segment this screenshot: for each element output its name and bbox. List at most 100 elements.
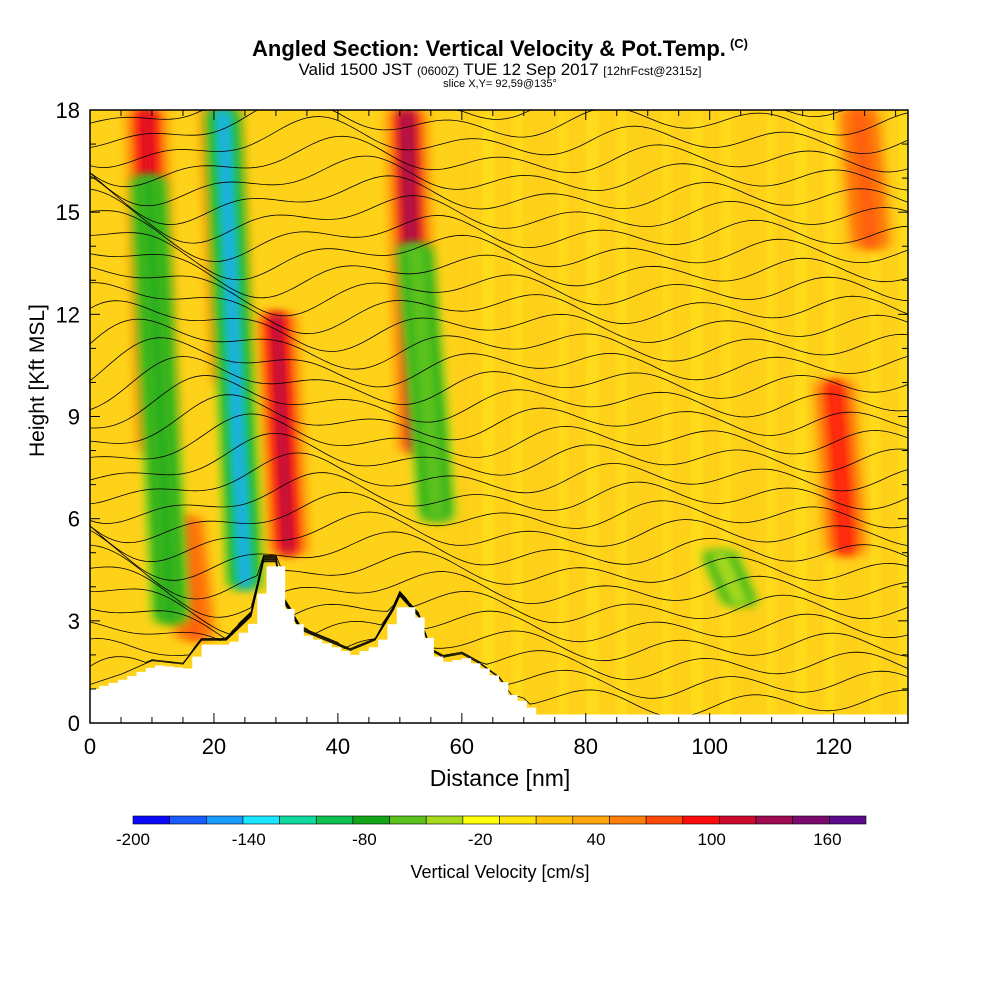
background-band bbox=[774, 110, 781, 723]
background-band bbox=[485, 110, 492, 723]
downdraft-mark bbox=[144, 178, 176, 621]
colorbar-swatch bbox=[535, 815, 574, 825]
terrain-strip bbox=[536, 714, 908, 723]
y-tick-label: 6 bbox=[68, 507, 80, 532]
background-band bbox=[461, 110, 468, 723]
x-tick-label: 60 bbox=[450, 734, 474, 759]
isentrope-line bbox=[90, 558, 908, 662]
colorbar-swatch bbox=[242, 815, 280, 825]
background-band bbox=[613, 110, 620, 723]
x-tick-label: 120 bbox=[815, 734, 852, 759]
background-band bbox=[641, 110, 648, 723]
colorbar-swatch bbox=[682, 815, 720, 825]
colorbar-swatch bbox=[499, 815, 537, 825]
colorbar-tick-label: -20 bbox=[468, 830, 493, 849]
isentrope-line bbox=[90, 472, 908, 524]
background-band bbox=[565, 110, 572, 723]
colorbar-swatch bbox=[719, 815, 757, 825]
title-suffix: (C) bbox=[729, 36, 748, 51]
isentrope-line bbox=[90, 110, 908, 124]
isentrope-line bbox=[90, 452, 908, 505]
terrain-mask bbox=[90, 566, 918, 723]
isentrope-line bbox=[90, 394, 908, 444]
background-band bbox=[665, 110, 672, 723]
background-band bbox=[873, 110, 880, 723]
isentrope-line bbox=[90, 337, 908, 388]
colorbar-swatch bbox=[462, 815, 500, 825]
y-tick-label: 15 bbox=[56, 200, 80, 225]
isentrope-line bbox=[90, 556, 908, 636]
isentrope-line bbox=[90, 210, 908, 262]
background-band bbox=[693, 110, 700, 723]
colorbar-swatch bbox=[645, 815, 684, 825]
y-axis-label: Height [Kft MSL] bbox=[26, 304, 49, 457]
x-tick-label: 0 bbox=[84, 734, 96, 759]
colorbar-swatch bbox=[352, 815, 390, 825]
colorbar-swatch bbox=[755, 815, 793, 825]
x-tick-label: 80 bbox=[574, 734, 598, 759]
colorbar-swatch bbox=[609, 815, 647, 825]
background-band bbox=[670, 110, 677, 723]
colorbar-tick-label: 40 bbox=[586, 830, 605, 849]
background-band bbox=[537, 110, 544, 723]
isentrope-line bbox=[90, 375, 908, 429]
colorbar-tick-label: -140 bbox=[232, 830, 266, 849]
colorbar-tick-label: -200 bbox=[116, 830, 150, 849]
background-band bbox=[617, 110, 624, 723]
updraft-mark bbox=[854, 110, 875, 247]
isentrope-line bbox=[90, 253, 908, 299]
isentrope-line bbox=[90, 232, 908, 281]
colorbar-tick-label: -80 bbox=[352, 830, 377, 849]
downdraft-mark bbox=[218, 110, 250, 587]
background-band bbox=[717, 110, 724, 723]
isentrope-line bbox=[90, 511, 908, 563]
colorbar-tick-label: 100 bbox=[697, 830, 725, 849]
y-tick-label: 18 bbox=[56, 98, 80, 123]
chart-subtitle: Valid 1500 JST (0600Z) TUE 12 Sep 2017 [… bbox=[298, 60, 702, 79]
updraft-mark bbox=[272, 314, 293, 553]
background-band bbox=[878, 110, 885, 723]
isentrope-line bbox=[90, 155, 908, 207]
valid-utc: (0600Z) bbox=[416, 64, 459, 78]
forecast-info: [12hrFcst@2315z] bbox=[603, 64, 702, 78]
x-tick-label: 40 bbox=[326, 734, 350, 759]
background-band bbox=[508, 110, 515, 723]
isentrope-line bbox=[90, 559, 908, 681]
y-tick-label: 3 bbox=[68, 609, 80, 634]
background-band bbox=[589, 110, 596, 723]
isentrope-line bbox=[90, 282, 908, 335]
chart-title: Angled Section: Vertical Velocity & Pot.… bbox=[252, 36, 748, 61]
x-tick-label: 100 bbox=[691, 734, 728, 759]
colorbar-swatch bbox=[169, 815, 207, 825]
y-tick-label: 9 bbox=[68, 405, 80, 430]
isentrope-line bbox=[90, 300, 908, 352]
isentrope-line bbox=[90, 188, 908, 244]
y-tick-label: 0 bbox=[68, 711, 80, 736]
isentrope-line bbox=[90, 544, 908, 600]
colorbar-label: Vertical Velocity [cm/s] bbox=[410, 862, 590, 882]
isentrope-line bbox=[90, 266, 908, 317]
colorbar-swatch bbox=[315, 815, 354, 825]
colorbar-swatch bbox=[572, 815, 610, 825]
valid-date: TUE 12 Sep 2017 bbox=[463, 60, 599, 79]
x-tick-label: 20 bbox=[202, 734, 226, 759]
colorbar-swatch bbox=[279, 815, 317, 825]
colorbar-swatch bbox=[132, 815, 170, 825]
isentrope-line bbox=[90, 557, 908, 643]
background-band bbox=[722, 110, 729, 723]
x-axis-label: Distance [nm] bbox=[429, 765, 571, 791]
isentrope-line bbox=[90, 135, 908, 188]
colorbar-swatch bbox=[206, 815, 244, 825]
isentrope-line bbox=[90, 356, 908, 411]
downdraft-mark bbox=[714, 552, 746, 604]
slice-info: slice X,Y= 92,59@135° bbox=[443, 78, 557, 90]
y-tick-label: 12 bbox=[56, 302, 80, 327]
colorbar-tick-label: 160 bbox=[813, 830, 841, 849]
isentrope-line bbox=[90, 432, 908, 481]
background-band bbox=[769, 110, 776, 723]
isentrope-line bbox=[90, 175, 908, 226]
updraft-mark bbox=[829, 382, 851, 553]
colorbar-swatch bbox=[425, 815, 464, 825]
background-band bbox=[513, 110, 520, 723]
